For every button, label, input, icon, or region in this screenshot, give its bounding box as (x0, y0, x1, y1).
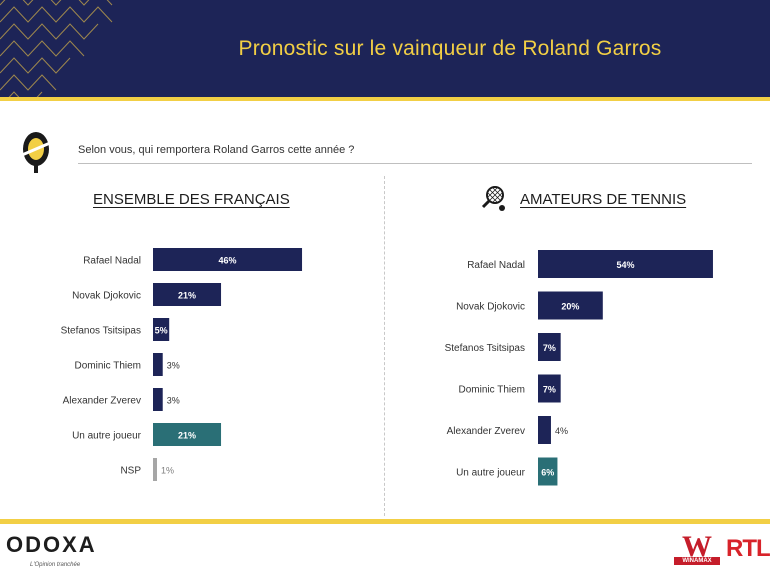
bar (538, 250, 713, 278)
odoxa-question-icon (21, 132, 51, 173)
footer-stripe (0, 519, 770, 524)
bar (153, 388, 163, 411)
bar (538, 416, 551, 444)
category-label: NSP (120, 466, 141, 477)
header-banner: Pronostic sur le vainqueur de Roland Gar… (0, 0, 770, 97)
value-label: 6% (541, 468, 554, 478)
header-stripe (0, 97, 770, 101)
tennis-racket-icon (481, 186, 505, 211)
value-label: 46% (219, 256, 237, 266)
chart-amateurs: Rafael Nadal 54% Novak Djokovic 20% Stefanos… (445, 250, 713, 486)
value-label: 7% (543, 343, 556, 353)
bar (153, 423, 222, 446)
question-text: Selon vous, qui remportera Roland Garros… (78, 144, 355, 156)
winamax-text: WINAMAX (674, 557, 720, 565)
odoxa-logo: ODOXA (6, 532, 97, 557)
category-label: Stefanos Tsitsipas (445, 343, 525, 354)
category-label: Un autre joueur (456, 468, 526, 479)
winamax-logo: W WINAMAX (674, 530, 720, 566)
chart-left-title: ENSEMBLE DES FRANÇAIS (93, 191, 290, 208)
chart-ensemble: Rafael Nadal 46% Novak Djokovic 21% Stefanos… (61, 248, 303, 481)
value-label: 4% (555, 426, 568, 436)
category-label: Novak Djokovic (456, 302, 525, 313)
category-label: Alexander Zverev (447, 426, 525, 437)
value-label: 3% (167, 361, 180, 371)
category-label: Rafael Nadal (83, 256, 141, 267)
header-pattern (0, 0, 113, 97)
category-label: Rafael Nadal (467, 260, 525, 271)
chart-right-title: AMATEURS DE TENNIS (520, 191, 687, 208)
bar (153, 318, 170, 341)
bar (153, 458, 157, 481)
bar (153, 353, 163, 376)
column-divider (384, 176, 385, 516)
bar (153, 248, 303, 271)
page-title: Pronostic sur le vainqueur de Roland Gar… (238, 36, 662, 60)
bar (538, 457, 558, 486)
category-label: Alexander Zverev (63, 396, 141, 407)
value-label: 54% (616, 260, 634, 270)
value-label: 21% (178, 431, 196, 441)
odoxa-tagline: L'Opinion tranchée (30, 562, 81, 568)
category-label: Novak Djokovic (72, 291, 141, 302)
question-underline (78, 163, 752, 164)
value-label: 21% (178, 291, 196, 301)
rtl-logo: RTL (726, 535, 770, 562)
category-label: Dominic Thiem (75, 361, 142, 372)
bar (538, 291, 603, 320)
value-label: 1% (161, 466, 174, 476)
category-label: Un autre joueur (72, 431, 142, 442)
category-label: Stefanos Tsitsipas (61, 326, 141, 337)
bar (538, 333, 561, 361)
bar (538, 374, 561, 403)
bar (153, 283, 222, 306)
category-label: Dominic Thiem (459, 385, 526, 396)
value-label: 5% (155, 326, 168, 336)
value-label: 20% (561, 302, 579, 312)
value-label: 7% (543, 385, 556, 395)
value-label: 3% (167, 396, 180, 406)
